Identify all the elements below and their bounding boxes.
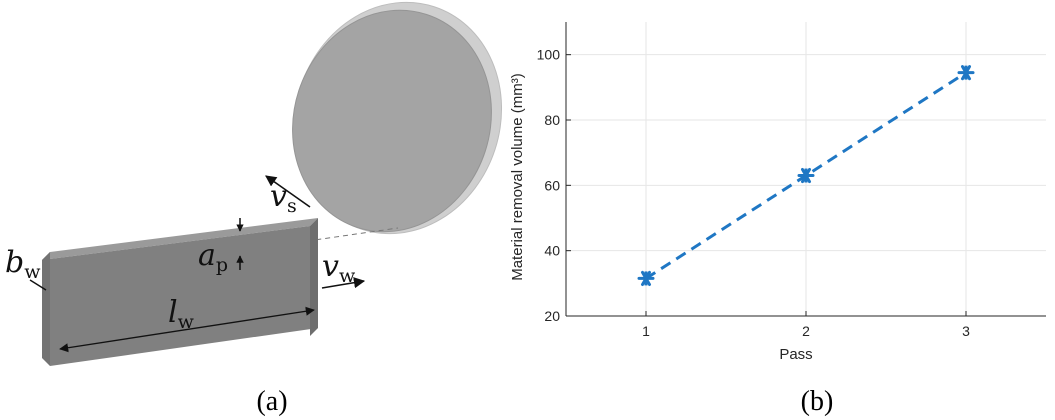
contact-line: [244, 227, 399, 251]
block-side-face: [310, 218, 318, 336]
data-point-marker: [637, 270, 655, 286]
y-tick-label: 100: [537, 47, 561, 63]
label-work-length: lw: [168, 295, 195, 333]
label-work-width: bw: [5, 245, 41, 283]
x-tick-label: 1: [642, 323, 650, 339]
x-tick-label: 2: [802, 323, 810, 339]
y-axis-label: Material removal volume (mm³): [509, 73, 526, 281]
data-point-marker: [797, 167, 815, 184]
length-arrow: [59, 306, 315, 353]
panel-a: vs ap vw bw lw (a): [5, 1, 503, 417]
panel-b: 20 40 60 80 100 1 2 3 Pass Material removal volum…: [509, 22, 1046, 417]
x-tick-label: 3: [962, 323, 970, 339]
work-speed-arrow: [321, 277, 366, 289]
label-depth-of-cut: ap: [198, 238, 228, 276]
chart: 20 40 60 80 100 1 2 3 Pass Material removal volum…: [509, 22, 1046, 363]
block-left-edge: [42, 252, 50, 366]
wheel-face: [292, 9, 492, 233]
wheel-speed-arrow: [265, 175, 311, 208]
y-tick-label: 60: [544, 177, 560, 193]
grinding-wheel: [292, 1, 503, 235]
width-marker: [29, 279, 47, 291]
y-tick-label: 80: [544, 112, 560, 128]
workpiece-block: [42, 218, 318, 366]
x-axis-label: Pass: [779, 346, 812, 363]
label-wheel-speed: vs: [270, 179, 297, 217]
data-point-marker: [957, 65, 975, 81]
y-tick-label: 20: [544, 308, 560, 324]
label-work-speed: vw: [322, 249, 356, 287]
y-tick-label: 40: [544, 243, 560, 259]
block-top-face: [42, 218, 318, 260]
caption-a: (a): [256, 386, 287, 417]
caption-b: (b): [801, 386, 834, 417]
